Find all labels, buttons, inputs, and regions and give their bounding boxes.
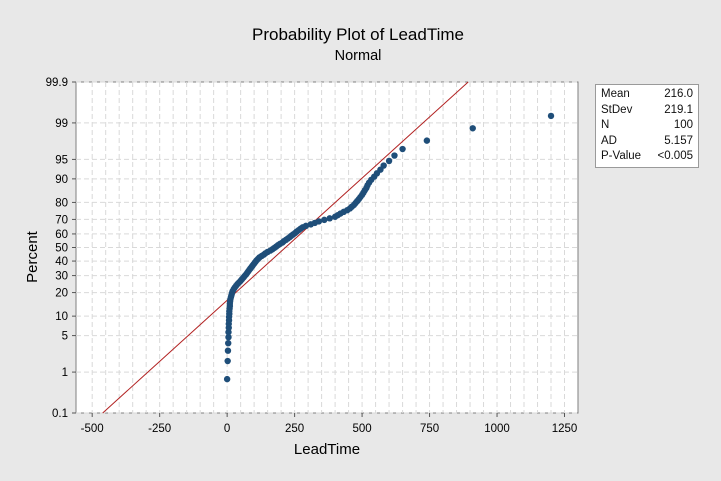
stat-row: P-Value <0.005 <box>601 149 693 165</box>
x-tick-label: -500 <box>81 423 104 435</box>
data-point <box>391 152 398 159</box>
stat-label: N <box>601 119 610 131</box>
data-point <box>326 215 333 222</box>
data-point <box>225 333 232 341</box>
data-points <box>223 112 555 383</box>
stat-row: StDev 219.1 <box>601 103 693 119</box>
stat-row: AD 5.157 <box>601 134 693 150</box>
grid <box>76 81 578 414</box>
fitted-line-layer <box>102 81 469 414</box>
data-point <box>385 157 393 165</box>
y-tick-label: 50 <box>55 243 68 255</box>
data-point <box>423 137 431 144</box>
y-tick-label: 90 <box>55 174 68 186</box>
x-tick-label: 750 <box>420 423 439 435</box>
data-point <box>469 125 476 132</box>
y-tick-label: 5 <box>62 331 68 343</box>
x-tick-label: 500 <box>352 423 371 435</box>
stat-label: Mean <box>601 88 630 100</box>
x-tick-label: 0 <box>224 423 230 435</box>
fitted-line <box>102 81 469 414</box>
y-axis-label: Percent <box>24 230 41 283</box>
axes: -500 -250 0 250 500 750 1000 1250 0.1 1 5 10 20 30 405… <box>46 77 578 435</box>
data-point <box>224 357 231 365</box>
stat-value: <0.005 <box>657 150 694 162</box>
stat-value: 219.1 <box>664 103 693 116</box>
chart-subtitle: Normal <box>335 48 382 64</box>
x-tick-label: 1250 <box>552 423 578 435</box>
y-tick-label: 10 <box>55 311 68 323</box>
y-tick-label: 1 <box>62 367 68 379</box>
data-point <box>315 218 323 225</box>
stat-value: 216.0 <box>664 88 693 100</box>
y-tick-label: 20 <box>55 288 68 300</box>
x-tick-label: 1000 <box>484 423 510 435</box>
y-tick-label: 60 <box>55 229 68 241</box>
y-tick-label: 99.9 <box>46 77 68 89</box>
data-point <box>399 145 406 153</box>
stat-row: N 100 <box>601 118 693 134</box>
x-axis-label: LeadTime <box>294 441 360 458</box>
statistics-box: Mean 216.0 StDev 219.1 N 100 AD 5.157 P-… <box>595 84 699 168</box>
y-tick-label: 30 <box>55 271 68 283</box>
y-tick-label: 0.1 <box>52 408 68 420</box>
y-tick-label: 80 <box>55 197 68 209</box>
y-tick-label: 95 <box>55 154 68 166</box>
y-tick-label: 40 <box>55 256 68 268</box>
y-tick-label: 70 <box>55 214 68 226</box>
data-point <box>321 216 328 224</box>
stat-row: Mean 216.0 <box>601 87 693 103</box>
data-point <box>224 347 232 354</box>
stat-label: AD <box>601 134 617 147</box>
data-point <box>225 339 232 347</box>
data-point <box>302 222 310 230</box>
data-point <box>223 375 231 383</box>
x-tick-label: 250 <box>285 423 304 435</box>
chart-title: Probability Plot of LeadTime <box>252 25 464 44</box>
stat-label: StDev <box>601 103 633 116</box>
stat-value: 5.157 <box>664 134 693 147</box>
y-tick-label: 99 <box>55 118 68 130</box>
x-tick-label: -250 <box>148 423 171 435</box>
stat-value: 100 <box>673 119 693 131</box>
stat-label: P-Value <box>601 150 642 162</box>
data-point <box>547 112 555 120</box>
data-point <box>380 162 387 169</box>
